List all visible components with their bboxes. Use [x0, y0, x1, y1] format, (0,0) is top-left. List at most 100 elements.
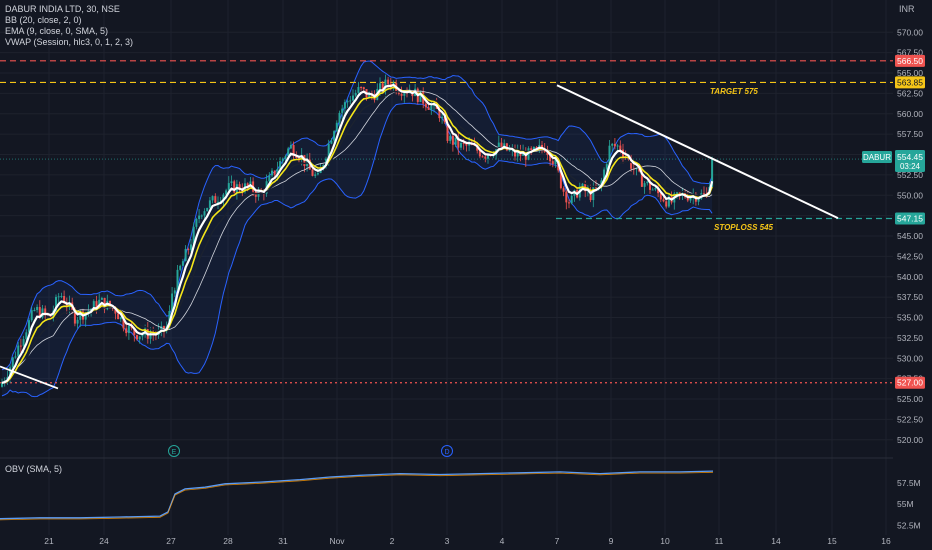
candle-body [103, 297, 106, 310]
candle-body [689, 197, 692, 201]
candle-body [535, 146, 538, 148]
candle-body [230, 181, 233, 184]
candle-body [603, 169, 606, 181]
candle-body [346, 101, 349, 103]
candle-body [198, 215, 201, 220]
candle-body [25, 332, 28, 340]
candle-body [503, 143, 506, 148]
candle-body [211, 196, 214, 201]
candle-body [160, 326, 163, 331]
candle-body [424, 103, 427, 108]
candle-body [333, 131, 336, 141]
symbol-title[interactable]: DABUR INDIA LTD, 30, NSE [5, 4, 120, 14]
candle-body [662, 199, 665, 202]
early-trendline[interactable] [0, 365, 59, 390]
time-tick-label: 15 [827, 536, 837, 546]
candle-body [281, 158, 284, 162]
price-tick-label: 520.00 [897, 435, 923, 445]
candle-body [538, 144, 541, 148]
obv-line [0, 470, 714, 520]
candle-body [271, 170, 273, 176]
candle-body [449, 135, 452, 141]
candle-body [136, 335, 138, 340]
candle-body [562, 188, 565, 192]
candle-body [384, 79, 387, 91]
candle-body [36, 306, 39, 311]
time-tick-label: 31 [278, 536, 288, 546]
candle-body [316, 173, 319, 175]
candle-body [357, 86, 360, 93]
candle-body [497, 142, 500, 149]
candle-body [273, 170, 276, 175]
time-tick-label: 16 [881, 536, 891, 546]
candle-body [352, 95, 354, 101]
time-tick-label: Nov [329, 536, 345, 546]
candle-body [19, 345, 22, 347]
price-tick-label: 530.00 [897, 353, 923, 363]
vwap-legend[interactable]: VWAP (Session, hlc3, 0, 1, 2, 3) [5, 37, 134, 47]
candle-body [9, 367, 12, 378]
time-tick-label: 3 [445, 536, 450, 546]
candle-body [119, 317, 122, 320]
candle-body [76, 319, 79, 324]
candle-body [17, 345, 20, 357]
bollinger-lower [1, 102, 713, 398]
candle-body [57, 296, 60, 298]
candle-body [595, 186, 597, 189]
event-marker-circle [441, 445, 453, 457]
price-tick-label: 545.00 [897, 231, 923, 241]
price-tick-label: 560.00 [897, 109, 923, 119]
candle-body [697, 198, 700, 202]
candle-body [568, 202, 570, 204]
candle-body [38, 306, 41, 318]
candle-body [287, 148, 290, 157]
price-tick-label: 525.00 [897, 394, 923, 404]
candle-body [500, 142, 503, 148]
price-tick-label: 562.50 [897, 88, 923, 98]
candle-body [686, 197, 689, 201]
ema-legend[interactable]: EMA (9, close, 0, SMA, 5) [5, 26, 109, 36]
price-tick-label: 550.00 [897, 190, 923, 200]
event-marker-D[interactable]: D [441, 445, 453, 457]
candle-body [100, 297, 103, 300]
time-tick-label: 11 [715, 536, 724, 546]
candle-body [163, 326, 165, 331]
event-marker-E[interactable]: E [168, 445, 180, 457]
candle-body [171, 293, 174, 312]
candle-body [665, 201, 668, 207]
candle-body [481, 156, 484, 158]
candle-body [117, 313, 120, 320]
price-tick-label: 557.50 [897, 129, 923, 139]
candle-body [341, 108, 344, 113]
candle-body [84, 312, 87, 320]
candle-body [73, 309, 76, 324]
candle-body [330, 140, 333, 144]
candle-body [430, 105, 433, 110]
candle-body [551, 161, 554, 165]
candle-body [581, 183, 584, 187]
candle-body [184, 248, 187, 262]
candle-body [554, 159, 557, 165]
candle-body [225, 190, 228, 195]
trendlines [0, 84, 839, 390]
price-tick-label: 570.00 [897, 27, 923, 37]
candle-body [465, 143, 468, 146]
candle-body [246, 183, 249, 187]
resistance-trendline[interactable] [556, 84, 839, 220]
candle-body [314, 174, 317, 176]
obv-legend[interactable]: OBV (SMA, 5) [5, 464, 63, 474]
candle-body [173, 290, 176, 294]
candle-body [397, 91, 400, 94]
candle-body [22, 339, 25, 346]
candle-body [44, 308, 47, 314]
candle-body [127, 325, 130, 334]
candle-body [608, 145, 611, 165]
bb-legend[interactable]: BB (20, close, 2, 0) [5, 15, 82, 25]
candle-body [454, 137, 457, 145]
time-tick-label: 4 [500, 536, 505, 546]
candle-body [176, 269, 179, 291]
candle-body [559, 170, 562, 189]
